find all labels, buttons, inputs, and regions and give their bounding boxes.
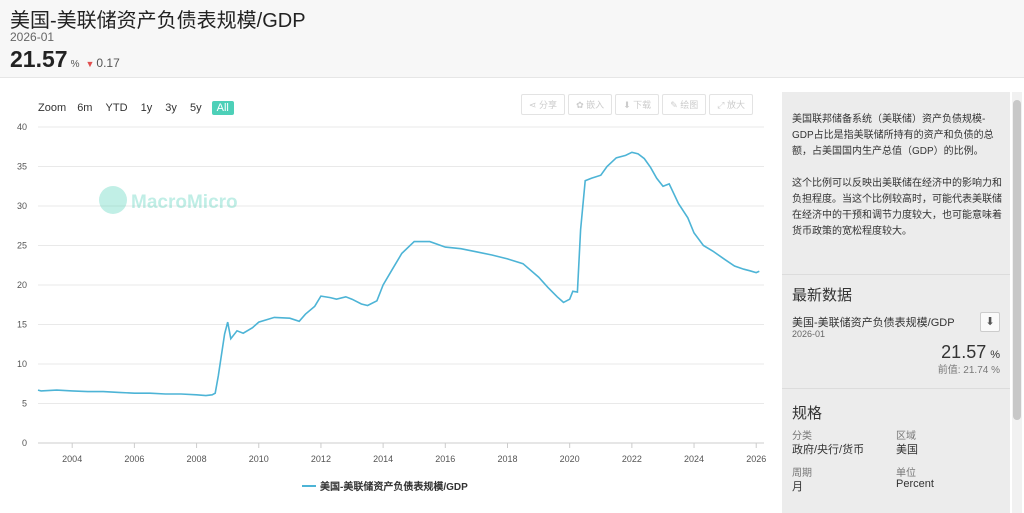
y-tick-label: 30 xyxy=(17,201,27,211)
sidebar-latest-value: 21.57% xyxy=(941,342,1000,362)
scrollbar-thumb[interactable] xyxy=(1013,100,1021,420)
range-button-5y[interactable]: 5y xyxy=(189,102,202,114)
y-axis: 0 5 10 15 20 25 30 35 40 xyxy=(17,122,27,448)
y-tick-label: 20 xyxy=(17,280,27,290)
latest-data-title: 最新数据 xyxy=(792,287,853,304)
y-tick-label: 25 xyxy=(17,241,27,251)
latest-series-date: 2026-01 xyxy=(792,329,826,339)
unit-value: Percent xyxy=(896,478,934,490)
x-tick-label: 2008 xyxy=(187,454,207,464)
divider xyxy=(782,388,1010,389)
x-tick-label: 2010 xyxy=(249,454,269,464)
category-label: 分类 xyxy=(792,431,812,442)
x-tick-label: 2006 xyxy=(124,454,144,464)
category-value: 政府/央行/货币 xyxy=(792,444,865,456)
expand-button[interactable]: ⤢ 放大 xyxy=(709,94,753,115)
line-chart: 0 5 10 15 20 25 30 35 40 2004 2006 2008 2010 2012 201… xyxy=(17,122,766,493)
frequency-label: 周期 xyxy=(792,468,812,479)
description: 美国联邦储备系统（美联储）资产负债规模-GDP占比是指美联储所持有的资产和负债的… xyxy=(792,112,1002,256)
header: 美国-美联储资产负债表规模/GDP 2026-01 21.57% ▼ 0.17 xyxy=(0,0,1024,78)
legend-label: 美国-美联储资产负债表规模/GDP xyxy=(320,480,468,493)
range-button-all[interactable]: All xyxy=(211,101,234,115)
change-value: 0.17 xyxy=(96,56,120,70)
y-tick-label: 35 xyxy=(17,162,27,172)
range-button-6m[interactable]: 6m xyxy=(77,102,93,114)
page-title: 美国-美联储资产负债表规模/GDP xyxy=(10,10,306,32)
previous-value: 前值: 21.74 % xyxy=(937,365,1000,376)
description-paragraph: 美国联邦储备系统（美联储）资产负债规模-GDP占比是指美联储所持有的资产和负债的… xyxy=(792,114,994,157)
watermark: MacroMicro xyxy=(99,186,238,214)
series-line[interactable] xyxy=(37,151,760,397)
latest-date: 2026-01 xyxy=(10,30,55,44)
zoom-label: Zoom xyxy=(38,102,67,114)
range-button-3y[interactable]: 3y xyxy=(165,102,177,114)
specs-title: 规格 xyxy=(792,405,823,422)
x-tick-label: 2020 xyxy=(560,454,580,464)
latest-value: 21.57 xyxy=(10,46,68,72)
info-sidebar: 美国联邦储备系统（美联储）资产负债规模-GDP占比是指美联储所持有的资产和负债的… xyxy=(782,92,1010,513)
region-value: 美国 xyxy=(896,444,918,456)
x-tick-label: 2004 xyxy=(62,454,82,464)
download-icon: ⬇ xyxy=(623,100,634,110)
grid-lines xyxy=(38,126,764,444)
latest-unit: % xyxy=(70,59,80,70)
x-tick-label: 2016 xyxy=(435,454,455,464)
watermark-text: MacroMicro xyxy=(131,192,238,213)
x-axis: 2004 2006 2008 2010 2012 2014 2016 2018 2020 2022… xyxy=(62,443,766,464)
range-button-ytd[interactable]: YTD xyxy=(105,102,128,114)
legend[interactable]: 美国-美联储资产负债表规模/GDP xyxy=(302,480,468,493)
x-tick-label: 2026 xyxy=(746,454,766,464)
embed-icon: ✿ xyxy=(576,100,587,110)
unit-label: 单位 xyxy=(896,468,916,479)
share-icon: ⋖ xyxy=(529,100,540,110)
x-tick-label: 2018 xyxy=(497,454,517,464)
latest-series-name: 美国-美联储资产负债表规模/GDP xyxy=(792,317,955,329)
divider xyxy=(782,274,1010,275)
x-tick-label: 2022 xyxy=(622,454,642,464)
download-button[interactable]: ⬇ 下载 xyxy=(615,94,660,115)
region-label: 区域 xyxy=(896,431,916,442)
y-tick-label: 0 xyxy=(22,438,27,448)
y-tick-label: 5 xyxy=(22,399,27,409)
draw-button[interactable]: ✎ 绘图 xyxy=(662,94,707,115)
latest-value-row: 21.57% ▼ 0.17 xyxy=(10,46,120,72)
sidebar-download-button[interactable]: ⬇ xyxy=(980,312,1000,332)
download-icon: ⬇ xyxy=(985,316,995,328)
description-paragraph: 这个比例可以反映出美联储在经济中的影响力和负担程度。当这个比例较高时，可能代表美… xyxy=(792,178,1002,237)
y-tick-label: 15 xyxy=(17,320,27,330)
macromicro-logo-icon xyxy=(99,186,127,214)
y-tick-label: 10 xyxy=(17,359,27,369)
expand-icon: ⤢ xyxy=(717,100,727,110)
y-tick-label: 40 xyxy=(17,122,27,132)
frequency-value: 月 xyxy=(792,481,803,493)
range-selector: Zoom 6m YTD 1y 3y 5y All xyxy=(38,101,238,117)
chart-toolbar: ⋖ 分享 ✿ 嵌入 ⬇ 下载 ✎ 绘图 ⤢ 放大 xyxy=(521,94,756,116)
range-button-1y[interactable]: 1y xyxy=(140,102,153,114)
x-tick-label: 2012 xyxy=(311,454,331,464)
down-arrow-icon: ▼ xyxy=(85,59,95,69)
x-tick-label: 2024 xyxy=(684,454,704,464)
embed-button[interactable]: ✿ 嵌入 xyxy=(568,94,613,115)
x-tick-label: 2014 xyxy=(373,454,393,464)
pencil-icon: ✎ xyxy=(670,100,681,110)
share-button[interactable]: ⋖ 分享 xyxy=(521,94,566,115)
